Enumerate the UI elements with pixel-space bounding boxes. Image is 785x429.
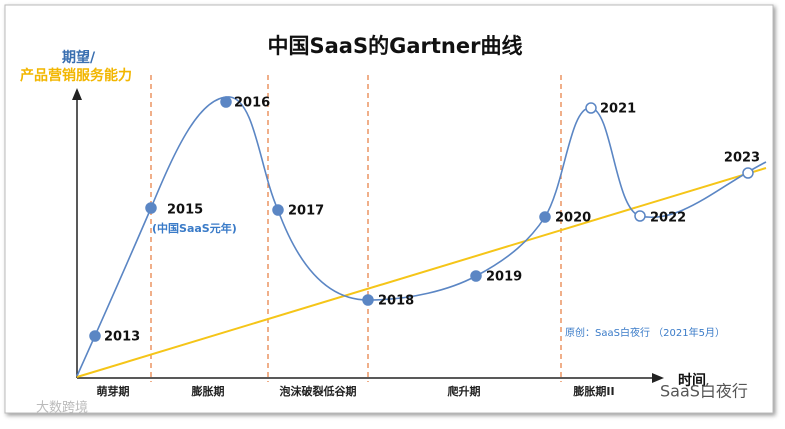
x-label: 时间 (678, 372, 706, 389)
annotation: (中国SaaS元年) (152, 221, 237, 235)
point (362, 294, 374, 306)
year-label: 2016 (234, 96, 270, 111)
trend-line (76, 167, 767, 378)
axes (72, 88, 664, 383)
point (272, 204, 284, 216)
y-label: 产品营销服务能力 (20, 67, 132, 84)
phase-label: 萌芽期 (97, 384, 130, 398)
year-label: 2019 (486, 270, 522, 285)
hype-curve (76, 96, 767, 377)
source: 原创：SaaS白夜行 （2021年5月） (565, 326, 725, 339)
title: 中国SaaS的Gartner曲线 (268, 34, 523, 58)
year-label: 2021 (600, 102, 636, 117)
year-label: 2020 (555, 211, 591, 226)
year-label: 2022 (650, 211, 686, 226)
frame (4, 4, 774, 414)
phase-label: 爬升期 (448, 384, 481, 398)
point (89, 330, 101, 342)
year-label: 2017 (288, 204, 324, 219)
watermark: 大数跨境 (36, 401, 88, 416)
point (220, 96, 232, 108)
point (145, 202, 157, 214)
year-label: 2013 (104, 330, 140, 345)
year-label: 2015 (167, 203, 203, 218)
phase-label: 膨胀期II (572, 384, 614, 398)
point (539, 211, 551, 223)
point (470, 270, 482, 282)
point (742, 167, 754, 179)
point (585, 102, 597, 114)
phase-label: 泡沫破裂低谷期 (280, 384, 357, 398)
phase-label: 膨胀期 (191, 384, 225, 398)
watermark: SaaS白夜行 (660, 382, 748, 401)
y-label: 期望/ (62, 49, 96, 66)
point (634, 210, 646, 222)
year-label: 2023 (724, 151, 760, 166)
year-label: 2018 (378, 294, 414, 309)
phase-dividers (150, 75, 562, 382)
